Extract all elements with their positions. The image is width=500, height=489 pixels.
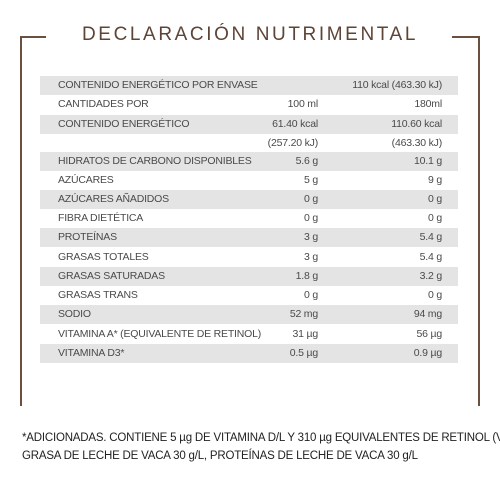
row-value: 31 µg [292, 328, 319, 340]
row-value: 0 g [428, 289, 442, 301]
row-label: CANTIDADES POR [58, 98, 149, 110]
row-value: 110 kcal (463.30 kJ) [352, 79, 442, 91]
table-row: CONTENIDO ENERGÉTICO 61.40 kcal 110.60 kca… [40, 115, 458, 134]
row-label: GRASAS TOTALES [58, 251, 149, 263]
row-value: 10.1 g [414, 155, 442, 167]
row-value: 0.9 µg [413, 347, 442, 359]
table-row: GRASAS TOTALES 3 g 5.4 g [40, 248, 458, 267]
frame-line [20, 36, 46, 38]
table-row: AZÚCARES 5 g 9 g [40, 171, 458, 190]
footnote: GRASA DE LECHE DE VACA 30 g/L, PROTEÍNAS… [22, 450, 418, 462]
row-value: 5.6 g [295, 155, 319, 167]
row-label: PROTEÍNAS [58, 231, 117, 243]
frame-line [478, 36, 480, 406]
table-row: CONTENIDO ENERGÉTICO POR ENVASE 110 kcal … [40, 76, 458, 95]
table-row: PROTEÍNAS 3 g 5.4 g [40, 228, 458, 247]
table-row: VITAMINA D3* 0.5 µg 0.9 µg [40, 344, 458, 363]
row-value: 110.60 kcal [391, 118, 442, 130]
row-value: 0.5 µg [289, 347, 318, 359]
row-value: 1.8 g [295, 270, 319, 282]
row-value: 5 g [304, 174, 318, 186]
row-value: (463.30 kJ) [391, 137, 443, 149]
frame-line [452, 36, 480, 38]
row-value: 3 g [304, 231, 318, 243]
row-value: 5.4 g [419, 251, 443, 263]
row-value: 52 mg [289, 308, 318, 320]
row-label: CONTENIDO ENERGÉTICO [58, 118, 190, 130]
frame-line [20, 36, 22, 406]
row-value: 180ml [414, 98, 442, 110]
row-value: 0 g [304, 212, 318, 224]
row-label: GRASAS SATURADAS [58, 270, 165, 282]
row-label: AZÚCARES [58, 174, 114, 186]
table-row: GRASAS TRANS 0 g 0 g [40, 286, 458, 305]
title: DECLARACIÓN NUTRIMENTAL [81, 24, 419, 45]
row-label: GRASAS TRANS [58, 289, 138, 301]
table-row: GRASAS SATURADAS 1.8 g 3.2 g [40, 267, 458, 286]
table-row: VITAMINA A* (EQUIVALENTE DE RETINOL) 31 µ… [40, 325, 458, 344]
row-label: CONTENIDO ENERGÉTICO POR ENVASE [58, 79, 258, 91]
table-row: SODIO 52 mg 94 mg [40, 305, 458, 324]
row-value: 100 ml [287, 98, 319, 110]
row-label: AZÚCARES AÑADIDOS [58, 193, 169, 205]
row-label: SODIO [58, 308, 91, 320]
row-value: (257.20 kJ) [267, 137, 319, 149]
row-label: VITAMINA A* (EQUIVALENTE DE RETINOL) [58, 328, 262, 340]
table-row: FIBRA DIETÉTICA 0 g 0 g [40, 209, 458, 228]
row-value: 3.2 g [419, 270, 443, 282]
row-value: 61.40 kcal [272, 118, 318, 130]
row-label: VITAMINA D3* [58, 347, 125, 359]
row-value: 0 g [304, 193, 318, 205]
table-row: (257.20 kJ) (463.30 kJ) [40, 134, 458, 153]
row-value: 3 g [304, 251, 318, 263]
table-row: AZÚCARES AÑADIDOS 0 g 0 g [40, 190, 458, 209]
row-value: 0 g [304, 289, 318, 301]
table-row: HIDRATOS DE CARBONO DISPONIBLES 5.6 g 10.1… [40, 152, 458, 171]
row-value: 94 mg [413, 308, 442, 320]
footnote: *ADICIONADAS. CONTIENE 5 µg DE VITAMINA … [22, 432, 500, 444]
table-row: CANTIDADES POR 100 ml 180ml [40, 95, 458, 114]
row-label: FIBRA DIETÉTICA [58, 212, 144, 224]
row-value: 0 g [428, 212, 442, 224]
row-label: HIDRATOS DE CARBONO DISPONIBLES [58, 155, 252, 167]
row-value: 0 g [428, 193, 442, 205]
row-value: 56 µg [416, 328, 443, 340]
row-value: 9 g [428, 174, 442, 186]
row-value: 5.4 g [419, 231, 443, 243]
